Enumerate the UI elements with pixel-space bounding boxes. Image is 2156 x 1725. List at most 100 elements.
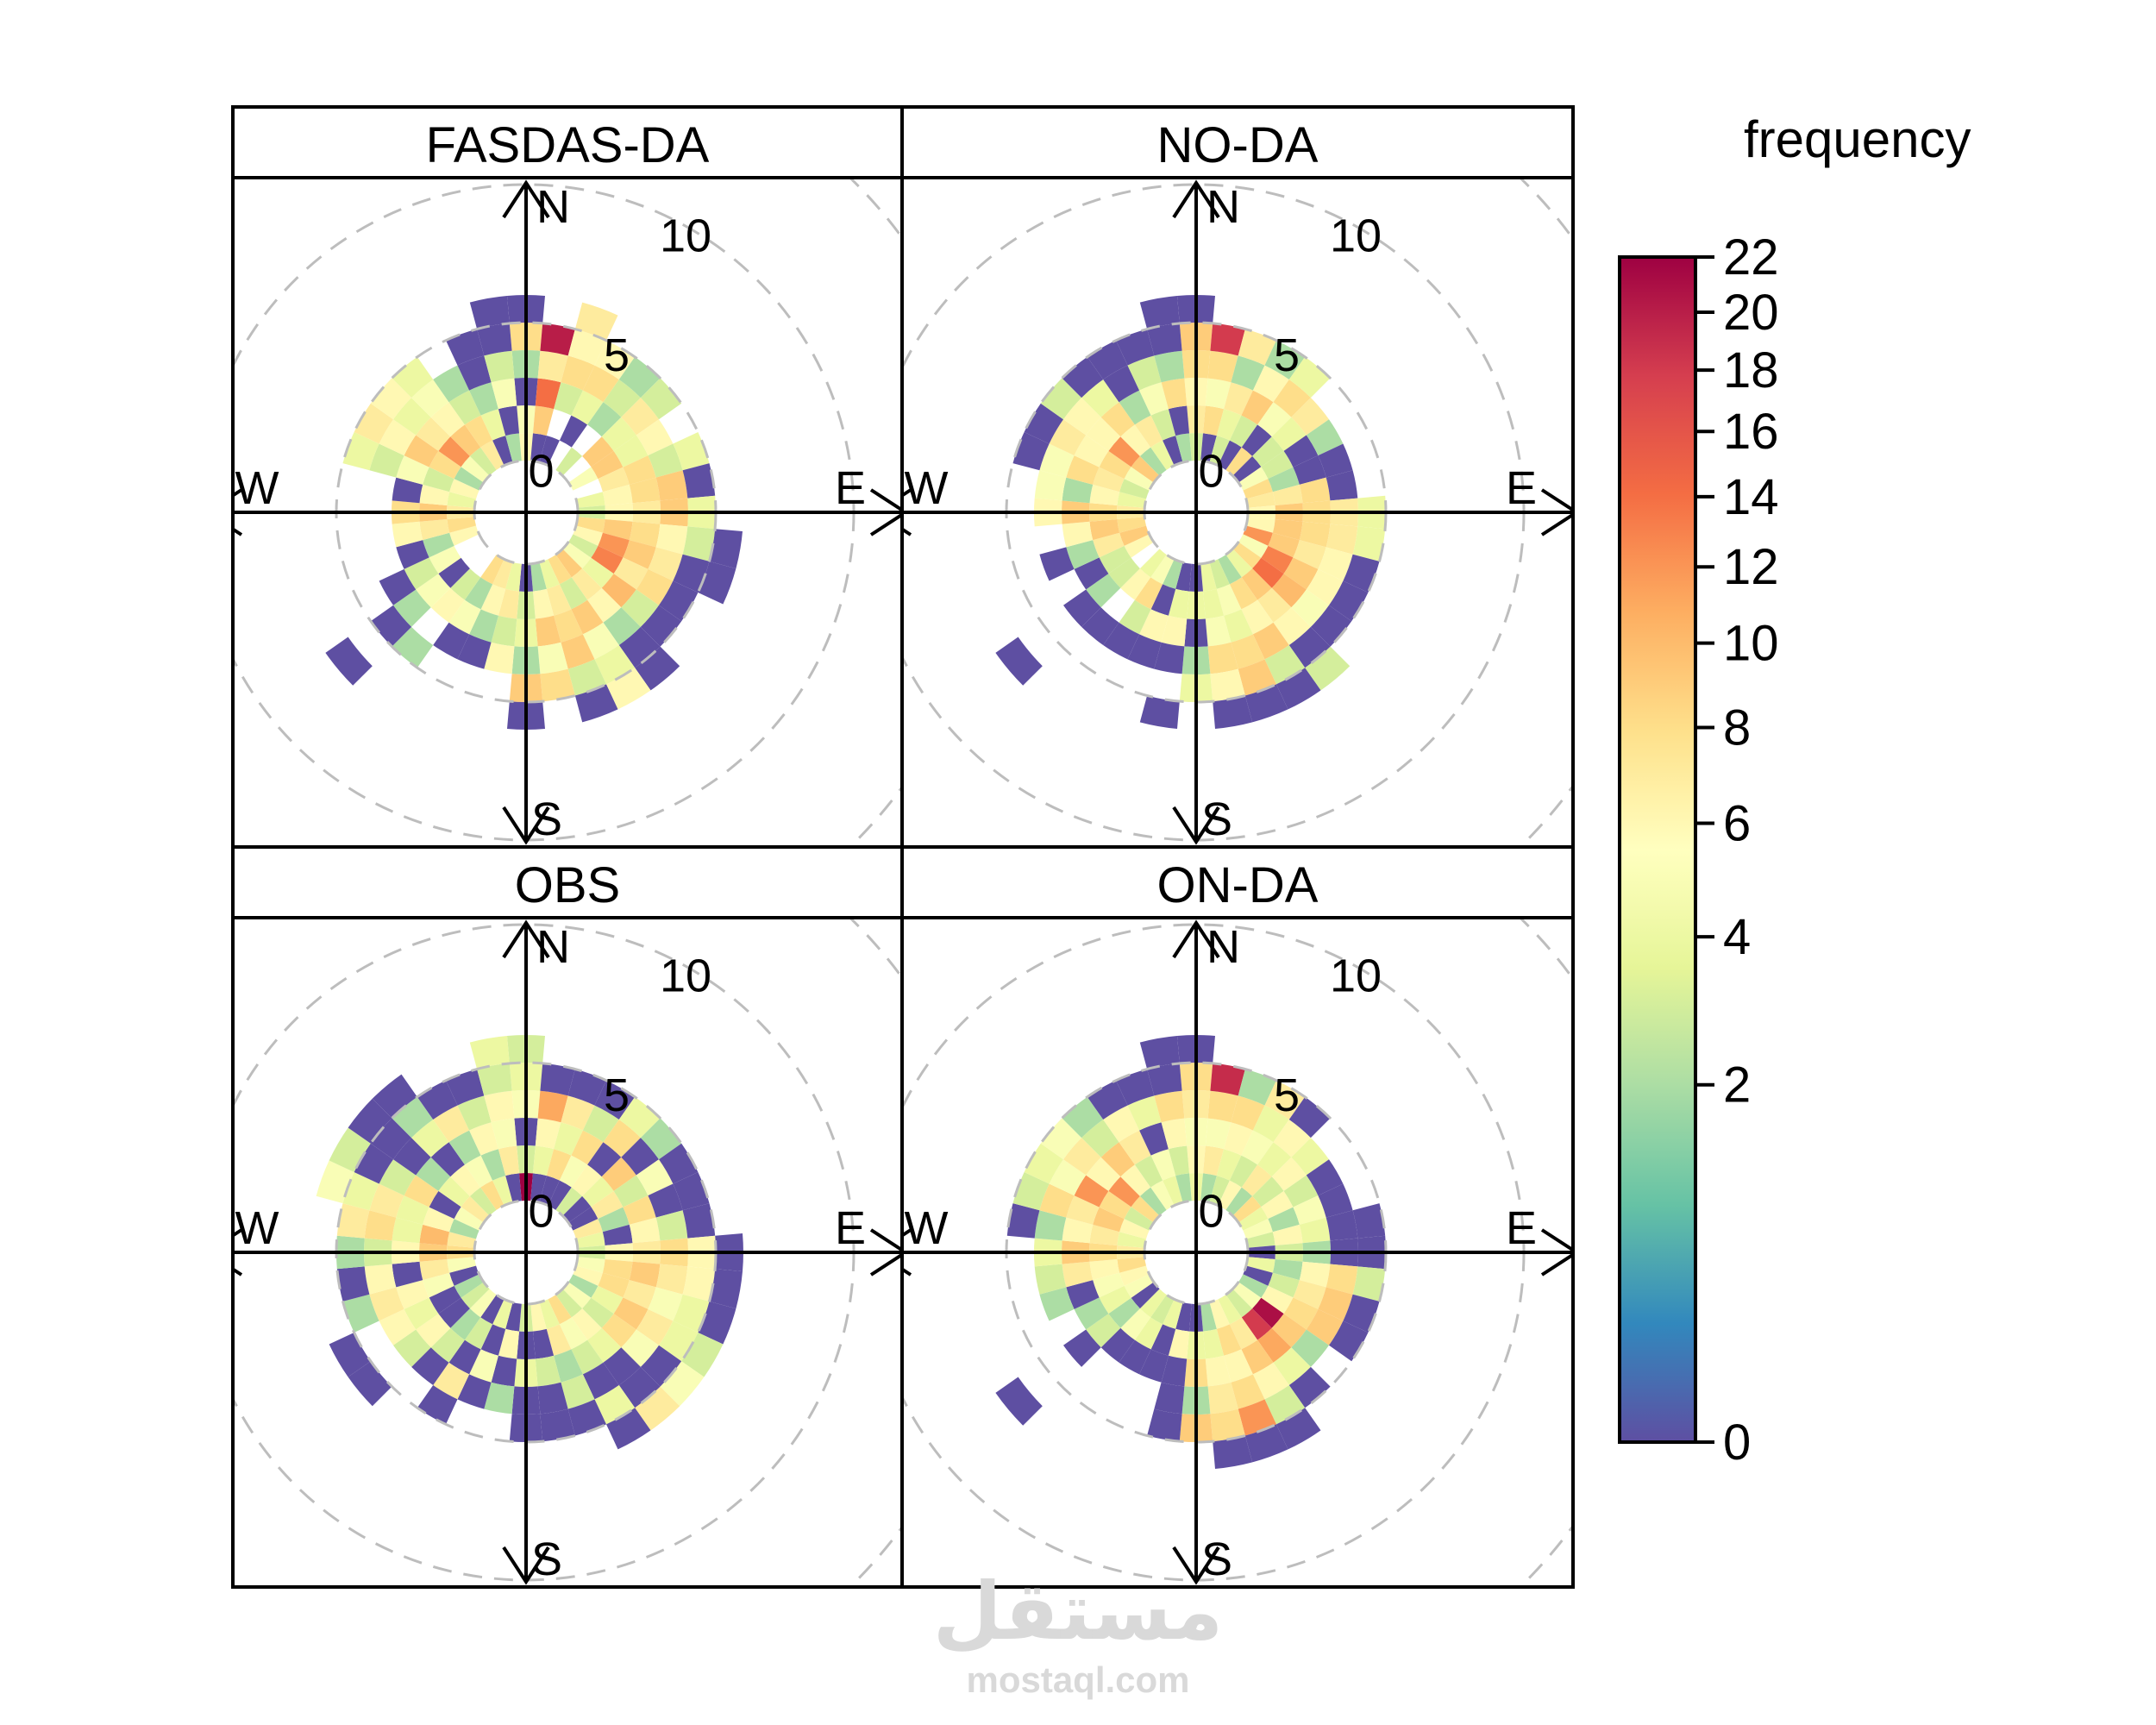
frequency-cell <box>682 1203 716 1239</box>
frequency-cell <box>1108 436 1140 467</box>
frequency-cell <box>1117 492 1146 508</box>
frequency-cell <box>1261 450 1294 480</box>
frequency-cell <box>1232 542 1262 569</box>
colorbar-tick-label: 20 <box>1723 285 1779 341</box>
frequency-cell <box>582 557 614 588</box>
watermark: مستقل mostaql.com <box>933 1565 1223 1700</box>
frequency-cell <box>480 584 506 616</box>
frequency-cell <box>1207 1382 1238 1414</box>
frequency-cell <box>621 1138 659 1176</box>
frequency-cell <box>648 443 683 478</box>
frequency-cell <box>582 1297 614 1328</box>
frequency-cell <box>533 1145 555 1176</box>
frequency-cell <box>591 450 624 480</box>
frequency-cell <box>1127 355 1162 391</box>
frequency-cell <box>369 1183 404 1218</box>
frequency-cell <box>411 1120 449 1157</box>
frequency-cell <box>1086 574 1121 608</box>
frequency-cell <box>1139 609 1169 643</box>
frequency-cell <box>392 1096 434 1138</box>
frequency-cell <box>1276 1408 1321 1450</box>
direction-label-s: S <box>1201 794 1232 845</box>
frequency-cell <box>392 521 423 548</box>
radial-tick-label: 5 <box>604 1070 630 1121</box>
frequency-cell <box>1116 329 1155 366</box>
frequency-cell <box>1063 1329 1101 1367</box>
frequency-cell <box>1150 1180 1175 1210</box>
frequency-cell <box>655 524 688 555</box>
frequency-cell <box>454 467 484 491</box>
frequency-cell <box>1238 1207 1269 1231</box>
frequency-cell <box>603 1347 641 1385</box>
frequency-cell <box>1232 455 1262 483</box>
compass-axes <box>902 919 1573 1585</box>
frequency-cell <box>393 1329 431 1367</box>
frequency-cell <box>480 1180 505 1210</box>
panel-strip <box>900 845 1575 919</box>
frequency-cell <box>591 1190 624 1220</box>
frequency-cell <box>559 1155 588 1188</box>
frequency-cell <box>591 1285 624 1314</box>
frequency-cell <box>1131 1195 1160 1223</box>
frequency-cell <box>433 365 470 403</box>
frequency-cell <box>1074 1297 1109 1330</box>
frequency-cell <box>464 1155 493 1188</box>
frequency-cell <box>533 1328 555 1359</box>
frequency-cell <box>1081 1120 1119 1157</box>
colorbar-tick-label: 14 <box>1723 469 1779 525</box>
frequency-cell <box>648 1287 683 1321</box>
panel-title: OBS <box>515 857 621 913</box>
frequency-cell <box>594 1080 636 1120</box>
frequency-cell <box>1272 484 1303 505</box>
frequency-cell <box>1257 402 1292 437</box>
frequency-cell <box>1154 1382 1185 1414</box>
frequency-cell <box>1150 555 1175 585</box>
direction-label-e: E <box>835 462 866 514</box>
frequency-cell <box>621 1329 659 1367</box>
frequency-cell <box>1225 1187 1253 1216</box>
frequency-cell <box>582 1176 614 1208</box>
frequency-cell <box>423 1207 454 1233</box>
frequency-cell <box>393 398 431 436</box>
frequency-cell <box>1246 492 1275 508</box>
frequency-cell <box>1100 402 1135 437</box>
frequency-cell <box>416 574 451 608</box>
frequency-cell <box>533 405 555 436</box>
frequency-cell <box>1063 1138 1101 1176</box>
frequency-cell <box>623 540 656 569</box>
frequency-cell <box>603 1120 641 1157</box>
frequency-cell <box>477 323 512 356</box>
frequency-cell <box>457 1374 492 1409</box>
frequency-cell <box>505 562 522 592</box>
frequency-cell <box>1034 1210 1067 1241</box>
frequency-cell <box>539 559 560 589</box>
frequency-cell <box>562 542 592 569</box>
frequency-cell <box>1099 1285 1131 1314</box>
frequency-cell <box>539 1176 560 1206</box>
frequency-cell <box>559 1317 588 1350</box>
frequency-cell <box>492 559 513 589</box>
frequency-cell <box>1231 355 1265 391</box>
frequency-cell <box>429 450 461 480</box>
frequency-cell <box>364 1210 397 1241</box>
colorbar-tick-label: 8 <box>1723 699 1751 756</box>
frequency-cell <box>1241 1308 1272 1340</box>
frequency-cell <box>1241 424 1272 456</box>
frequency-cell <box>1161 615 1188 647</box>
frequency-cell <box>1139 1187 1167 1216</box>
frequency-cell <box>1252 365 1289 403</box>
frequency-cell <box>1299 477 1331 504</box>
frequency-cell <box>1252 1176 1284 1208</box>
frequency-cell <box>1231 1374 1265 1409</box>
frequency-cell <box>419 484 450 505</box>
frequency-cell <box>540 1408 575 1442</box>
frequency-cell <box>1213 1435 1253 1469</box>
frequency-cell <box>433 1105 470 1143</box>
frequency-cell <box>613 1297 649 1330</box>
direction-label-w: W <box>235 1202 279 1254</box>
frequency-cell <box>423 1272 454 1298</box>
frequency-cell <box>1039 1287 1075 1321</box>
frequency-cell <box>562 1282 592 1309</box>
